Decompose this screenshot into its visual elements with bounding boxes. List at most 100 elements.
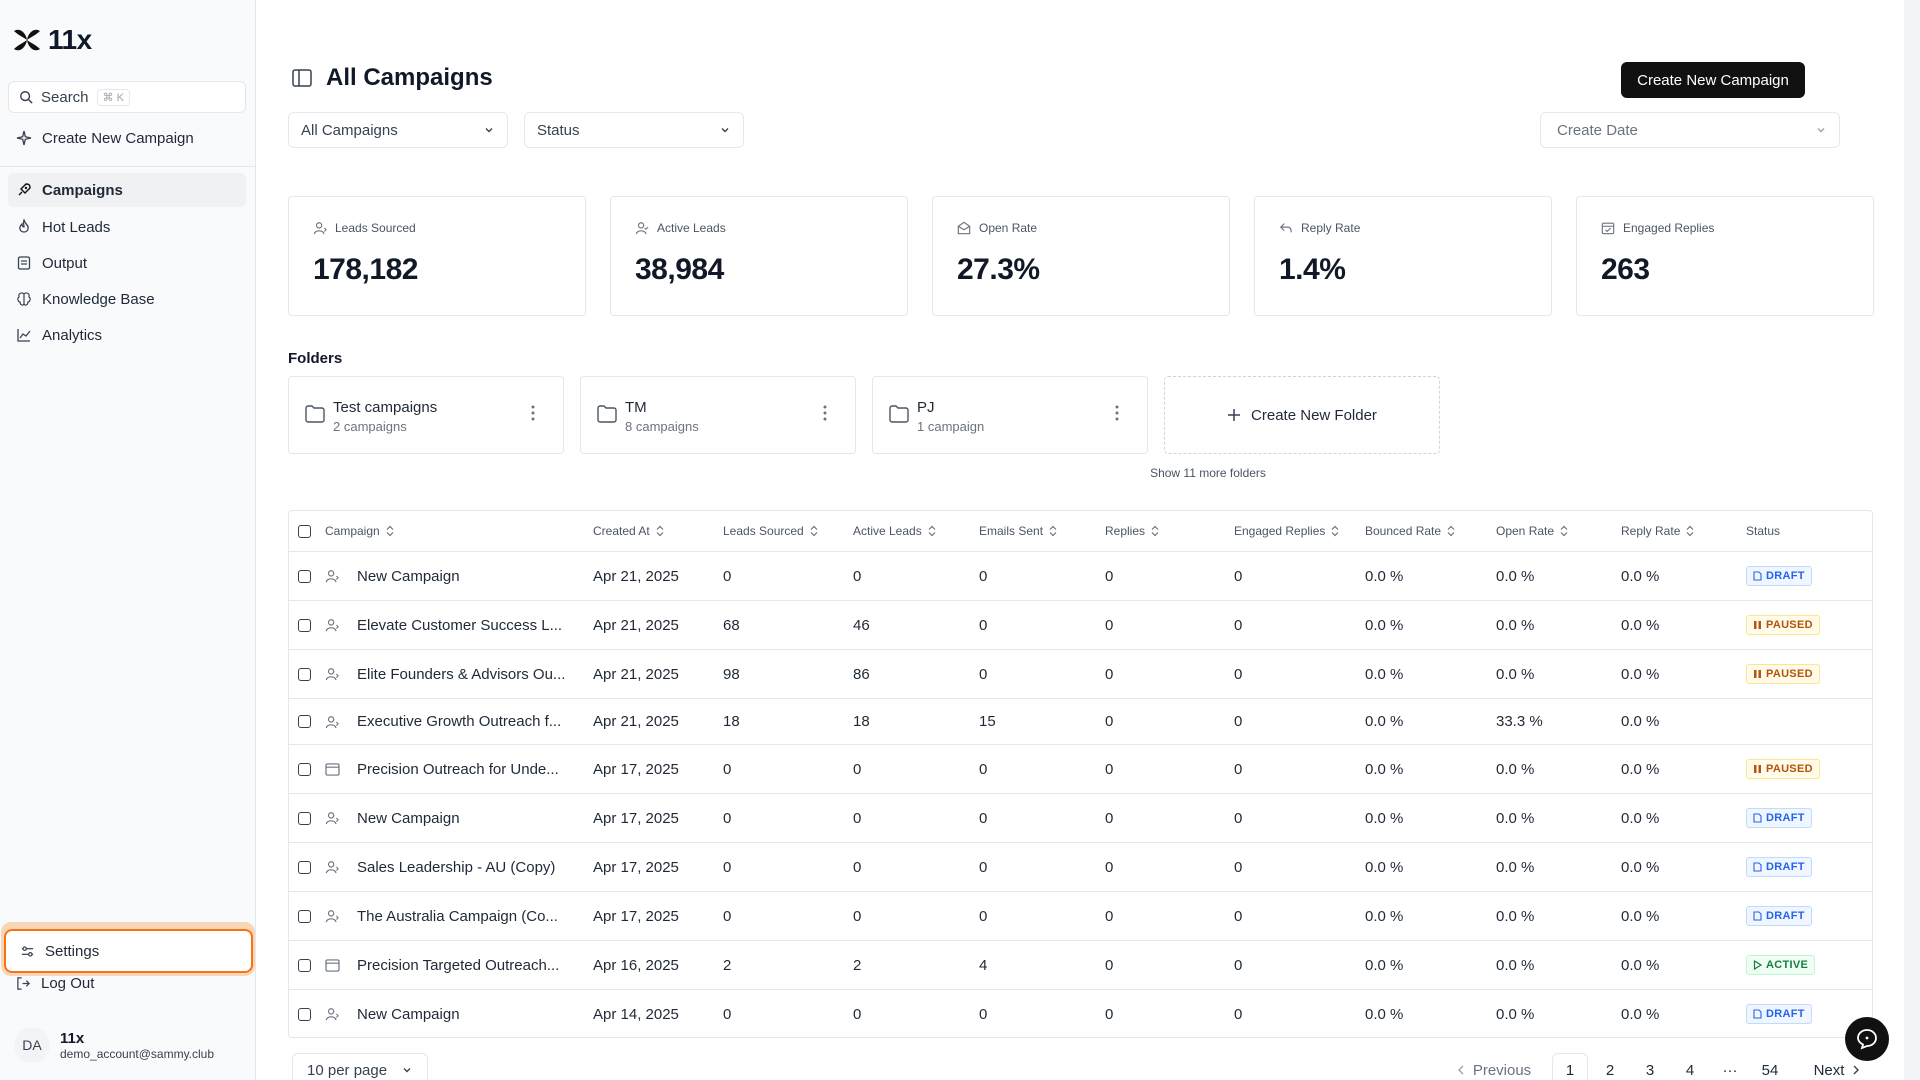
- more-vertical-icon[interactable]: [531, 405, 535, 421]
- created-at-cell: Apr 14, 2025: [593, 1005, 679, 1023]
- previous-page-button[interactable]: Previous: [1452, 1053, 1536, 1080]
- checkbox-box: [298, 715, 311, 728]
- user-icon: [325, 910, 339, 923]
- table-row[interactable]: New Campaign Apr 17, 2025 0 0 0 0 0 0.0 % 0.0 % 0…: [289, 794, 1872, 843]
- page-button[interactable]: 2: [1605, 1061, 1615, 1079]
- campaign-name-cell[interactable]: New Campaign: [357, 809, 460, 827]
- page-button[interactable]: 3: [1645, 1061, 1655, 1079]
- user-icon: [325, 668, 339, 681]
- page-button[interactable]: 4: [1685, 1061, 1695, 1079]
- table-row[interactable]: Elevate Customer Success L... Apr 21, 202…: [289, 601, 1872, 650]
- status-cell: ACTIVE: [1746, 941, 1816, 989]
- table-row[interactable]: Precision Targeted Outreach... Apr 16, 20…: [289, 941, 1872, 990]
- campaign-name-cell[interactable]: The Australia Campaign (Co...: [357, 907, 558, 925]
- more-vertical-icon[interactable]: [823, 405, 827, 421]
- table-row[interactable]: Executive Growth Outreach f... Apr 21, 20…: [289, 699, 1872, 745]
- row-checkbox[interactable]: [298, 990, 311, 1037]
- reply-rate-cell: 0.0 %: [1621, 1005, 1660, 1023]
- row-checkbox[interactable]: [298, 552, 311, 600]
- row-checkbox[interactable]: [298, 794, 311, 842]
- per-page-value: 10 per page: [307, 1061, 388, 1079]
- column-header[interactable]: Emails Sent: [979, 511, 1057, 551]
- sidebar-toggle-icon[interactable]: [292, 69, 312, 87]
- sidebar-item-output[interactable]: Output: [8, 246, 246, 280]
- brand-name: 11x: [48, 24, 92, 55]
- campaign-filter-select[interactable]: All Campaigns: [288, 112, 508, 148]
- campaign-name-cell[interactable]: Precision Outreach for Unde...: [357, 760, 559, 778]
- create-date-select[interactable]: Create Date: [1540, 112, 1840, 148]
- folder-card[interactable]: PJ 1 campaign: [872, 376, 1148, 454]
- row-checkbox[interactable]: [298, 843, 311, 891]
- search-input[interactable]: Search ⌘ K: [8, 81, 246, 113]
- campaign-name-cell[interactable]: Elite Founders & Advisors Ou...: [357, 665, 566, 683]
- next-page-button[interactable]: Next: [1802, 1053, 1872, 1080]
- per-page-select[interactable]: 10 per page: [292, 1053, 428, 1080]
- sidebar-item-campaigns[interactable]: Campaigns: [8, 173, 246, 207]
- campaign-name-cell[interactable]: Executive Growth Outreach f...: [357, 713, 562, 730]
- bounced-rate-cell: 0.0 %: [1365, 956, 1404, 974]
- column-header-label: Created At: [593, 524, 650, 538]
- sidebar-item-hot-leads[interactable]: Hot Leads: [8, 210, 246, 244]
- table-row[interactable]: Elite Founders & Advisors Ou... Apr 21, 2…: [289, 650, 1872, 699]
- user-icon: [325, 812, 339, 825]
- row-checkbox[interactable]: [298, 745, 311, 793]
- page-button-current[interactable]: 1: [1552, 1053, 1588, 1080]
- page-button-last[interactable]: 54: [1761, 1061, 1779, 1079]
- campaign-name-cell[interactable]: New Campaign: [357, 1005, 460, 1023]
- status-filter-select[interactable]: Status: [524, 112, 744, 148]
- created-at-cell: Apr 17, 2025: [593, 907, 679, 925]
- show-more-folders-link[interactable]: Show 11 more folders: [256, 466, 1920, 480]
- row-checkbox[interactable]: [298, 601, 311, 649]
- created-at-cell: Apr 21, 2025: [593, 616, 679, 634]
- sidebar-item-knowledge-base[interactable]: Knowledge Base: [8, 282, 246, 316]
- campaign-name-cell[interactable]: Precision Targeted Outreach...: [357, 956, 560, 974]
- folder-card[interactable]: TM 8 campaigns: [580, 376, 856, 454]
- column-header[interactable]: Active Leads: [853, 511, 936, 551]
- table-row[interactable]: Precision Outreach for Unde... Apr 17, 20…: [289, 745, 1872, 794]
- scrollbar[interactable]: [1904, 0, 1920, 1080]
- table-row[interactable]: New Campaign Apr 14, 2025 0 0 0 0 0 0.0 % 0.0 % 0…: [289, 990, 1872, 1037]
- table-row[interactable]: Sales Leadership - AU (Copy) Apr 17, 2025…: [289, 843, 1872, 892]
- row-checkbox[interactable]: [298, 892, 311, 940]
- column-header[interactable]: Created At: [593, 511, 664, 551]
- column-header[interactable]: Campaign: [325, 511, 394, 551]
- column-header[interactable]: Open Rate: [1496, 511, 1568, 551]
- active-leads-cell: 86: [853, 665, 870, 683]
- column-header-label: Leads Sourced: [723, 524, 804, 538]
- campaign-name-cell[interactable]: Sales Leadership - AU (Copy): [357, 858, 556, 876]
- emails-sent-cell: 0: [979, 567, 988, 585]
- table-row[interactable]: New Campaign Apr 21, 2025 0 0 0 0 0 0.0 % 0.0 % 0…: [289, 552, 1872, 601]
- metric-card-engaged-replies: Engaged Replies 263: [1576, 196, 1874, 316]
- brand-logo[interactable]: 11x: [12, 24, 92, 56]
- more-vertical-icon[interactable]: [1115, 405, 1119, 421]
- column-header[interactable]: Reply Rate: [1621, 511, 1694, 551]
- select-all-checkbox[interactable]: [298, 511, 311, 551]
- sidebar-create-campaign[interactable]: Create New Campaign: [8, 121, 246, 155]
- search-shortcut: ⌘ K: [96, 88, 130, 106]
- row-checkbox[interactable]: [298, 699, 311, 744]
- sort-icon: [1560, 525, 1568, 537]
- campaign-name-cell[interactable]: New Campaign: [357, 567, 460, 585]
- row-checkbox[interactable]: [298, 650, 311, 698]
- campaign-name-cell[interactable]: Elevate Customer Success L...: [357, 616, 563, 634]
- table-row[interactable]: The Australia Campaign (Co... Apr 17, 202…: [289, 892, 1872, 941]
- folder-card[interactable]: Test campaigns 2 campaigns: [288, 376, 564, 454]
- user-profile[interactable]: DA 11x demo_account@sammy.club: [14, 1027, 214, 1063]
- engaged-replies-cell: 0: [1234, 858, 1243, 876]
- sidebar-item-settings[interactable]: Settings: [4, 929, 253, 973]
- column-header[interactable]: Engaged Replies: [1234, 511, 1339, 551]
- create-campaign-button[interactable]: Create New Campaign: [1621, 62, 1805, 98]
- column-header: Status: [1746, 511, 1780, 551]
- chat-support-button[interactable]: [1845, 1017, 1889, 1061]
- sidebar-item-analytics[interactable]: Analytics: [8, 318, 246, 352]
- reply-rate-cell: 0.0 %: [1621, 858, 1660, 876]
- column-header[interactable]: Leads Sourced: [723, 511, 818, 551]
- row-checkbox[interactable]: [298, 941, 311, 989]
- file-icon: [1753, 862, 1762, 872]
- logout-button[interactable]: Log Out: [16, 975, 94, 992]
- column-header[interactable]: Replies: [1105, 511, 1159, 551]
- column-header-label: Engaged Replies: [1234, 524, 1326, 538]
- sidebar-divider: [0, 166, 256, 167]
- column-header[interactable]: Bounced Rate: [1365, 511, 1455, 551]
- create-folder-button[interactable]: Create New Folder: [1164, 376, 1440, 454]
